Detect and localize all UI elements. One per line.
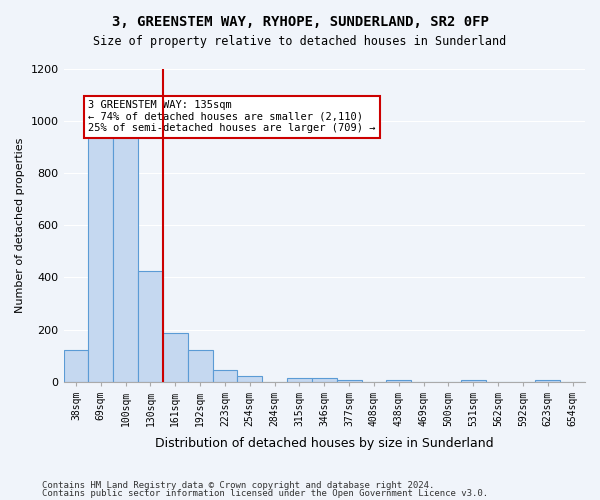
X-axis label: Distribution of detached houses by size in Sunderland: Distribution of detached houses by size … — [155, 437, 494, 450]
Bar — [535, 380, 560, 382]
Bar — [386, 380, 411, 382]
Bar — [312, 378, 337, 382]
Bar — [88, 134, 113, 382]
Bar — [163, 334, 188, 382]
Text: Size of property relative to detached houses in Sunderland: Size of property relative to detached ho… — [94, 35, 506, 48]
Bar — [238, 376, 262, 382]
Bar — [461, 380, 485, 382]
Text: Contains HM Land Registry data © Crown copyright and database right 2024.: Contains HM Land Registry data © Crown c… — [42, 481, 434, 490]
Bar — [113, 136, 138, 382]
Text: 3, GREENSTEM WAY, RYHOPE, SUNDERLAND, SR2 0FP: 3, GREENSTEM WAY, RYHOPE, SUNDERLAND, SR… — [112, 15, 488, 29]
Bar — [212, 370, 238, 382]
Text: Contains public sector information licensed under the Open Government Licence v3: Contains public sector information licen… — [42, 488, 488, 498]
Bar — [337, 380, 362, 382]
Bar — [138, 271, 163, 382]
Bar — [64, 350, 88, 382]
Bar — [287, 378, 312, 382]
Bar — [188, 350, 212, 382]
Y-axis label: Number of detached properties: Number of detached properties — [15, 138, 25, 313]
Text: 3 GREENSTEM WAY: 135sqm
← 74% of detached houses are smaller (2,110)
25% of semi: 3 GREENSTEM WAY: 135sqm ← 74% of detache… — [88, 100, 376, 134]
